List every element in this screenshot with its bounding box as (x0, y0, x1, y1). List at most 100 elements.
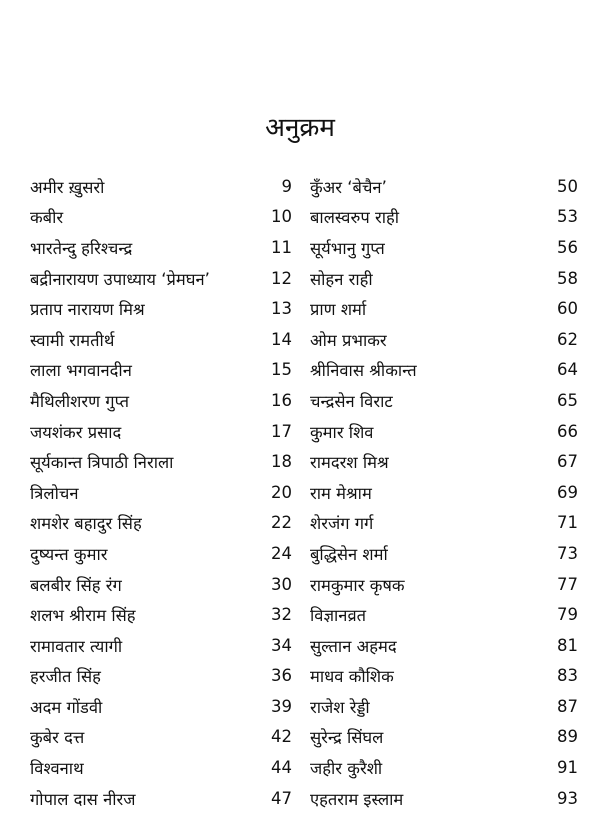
entry-page-number: 10 (271, 207, 292, 227)
toc-entry: सूर्यभानु गुप्त 56 (310, 232, 578, 263)
toc-entry: जयशंकर प्रसाद 17 (30, 416, 292, 447)
entry-page-number: 73 (557, 543, 578, 563)
entry-name: कुबेर दत्त (30, 728, 85, 748)
entry-name: प्रताप नारायण मिश्र (30, 300, 145, 320)
entry-page-number: 32 (271, 605, 292, 625)
toc-entry: रामकुमार कृषक 77 (310, 569, 578, 600)
toc-entry: शलभ श्रीराम सिंह 32 (30, 599, 292, 630)
entry-name: सुल्तान अहमद (310, 636, 397, 656)
toc-entry: मैथिलीशरण गुप्त 16 (30, 385, 292, 416)
entry-name: शमशेर बहादुर सिंह (30, 514, 142, 534)
toc-entry: बालस्वरुप राही 53 (310, 202, 578, 233)
toc-right-column: कुँअर ‘बेचैन’ 50 बालस्वरुप राही 53 सूर्यभानु… (310, 171, 578, 813)
entry-name: विश्वनाथ (30, 759, 84, 779)
toc-entry: विश्वनाथ 44 (30, 752, 292, 783)
toc-left-column: अमीर ख़ुसरो 9 कबीर 10 भारतेन्दु हरिश्चन्द्र 1… (30, 171, 292, 813)
entry-page-number: 11 (271, 237, 292, 257)
entry-page-number: 89 (557, 727, 578, 747)
toc-entry: कुँअर ‘बेचैन’ 50 (310, 171, 578, 202)
entry-page-number: 87 (557, 696, 578, 716)
entry-page-number: 50 (557, 176, 578, 196)
toc-entry: चन्द्रसेन विराट 65 (310, 385, 578, 416)
entry-name: अमीर ख़ुसरो (30, 177, 105, 197)
entry-page-number: 56 (557, 237, 578, 257)
entry-name: स्वामी रामतीर्थ (30, 330, 115, 350)
entry-name: जयशंकर प्रसाद (30, 422, 122, 442)
entry-name: सुरेन्द्र सिंघल (310, 728, 384, 748)
entry-name: चन्द्रसेन विराट (310, 391, 393, 411)
entry-page-number: 12 (271, 268, 292, 288)
entry-name: राजेश रेड्डी (310, 697, 370, 717)
toc-entry: विज्ञानव्रत 79 (310, 599, 578, 630)
entry-page-number: 79 (557, 605, 578, 625)
entry-name: दुष्यन्त कुमार (30, 544, 108, 564)
entry-name: गोपाल दास नीरज (30, 789, 136, 809)
entry-page-number: 14 (271, 329, 292, 349)
toc-entry: शमशेर बहादुर सिंह 22 (30, 508, 292, 539)
toc-entry: कबीर 10 (30, 202, 292, 233)
entry-page-number: 16 (271, 390, 292, 410)
toc-entry: त्रिलोचन 20 (30, 477, 292, 508)
toc-entry: माधव कौशिक 83 (310, 661, 578, 692)
toc-entry: कुबेर दत्त 42 (30, 722, 292, 753)
entry-page-number: 67 (557, 452, 578, 472)
entry-page-number: 53 (557, 207, 578, 227)
toc-entry: अदम गोंडवी 39 (30, 691, 292, 722)
toc-entry: गोपाल दास नीरज 47 (30, 783, 292, 814)
entry-name: बुद्धिसेन शर्मा (310, 544, 388, 564)
entry-page-number: 44 (271, 758, 292, 778)
entry-page-number: 62 (557, 329, 578, 349)
toc-entry: बलबीर सिंह रंग 30 (30, 569, 292, 600)
entry-name: माधव कौशिक (310, 667, 394, 687)
entry-name: हरजीत सिंह (30, 667, 101, 687)
entry-name: जहीर कुरैशी (310, 759, 383, 779)
toc-entry: कुमार शिव 66 (310, 416, 578, 447)
entry-name: बलबीर सिंह रंग (30, 575, 122, 595)
entry-name: मैथिलीशरण गुप्त (30, 391, 130, 411)
entry-page-number: 15 (271, 360, 292, 380)
entry-page-number: 30 (271, 574, 292, 594)
entry-name: शेरजंग गर्ग (310, 514, 374, 534)
toc-entry: राजेश रेड्डी 87 (310, 691, 578, 722)
entry-page-number: 17 (271, 421, 292, 441)
entry-page-number: 36 (271, 666, 292, 686)
entry-page-number: 65 (557, 390, 578, 410)
entry-page-number: 66 (557, 421, 578, 441)
toc-entry: अमीर ख़ुसरो 9 (30, 171, 292, 202)
entry-page-number: 24 (271, 543, 292, 563)
entry-page-number: 9 (281, 176, 293, 196)
entry-name: प्राण शर्मा (310, 300, 367, 320)
toc-entry: श्रीनिवास श्रीकान्त 64 (310, 355, 578, 386)
toc-entry: जहीर कुरैशी 91 (310, 752, 578, 783)
entry-page-number: 60 (557, 299, 578, 319)
entry-name: कुमार शिव (310, 422, 374, 442)
entry-name: ओम प्रभाकर (310, 330, 387, 350)
entry-name: राम मेश्राम (310, 483, 372, 503)
toc-entry: बद्रीनारायण उपाध्याय ‘प्रेमघन’ 12 (30, 263, 292, 294)
toc-entry: हरजीत सिंह 36 (30, 661, 292, 692)
entry-page-number: 34 (271, 635, 292, 655)
entry-name: अदम गोंडवी (30, 697, 103, 717)
toc-entry: लाला भगवानदीन 15 (30, 355, 292, 386)
entry-page-number: 18 (271, 452, 292, 472)
toc-entry: ओम प्रभाकर 62 (310, 324, 578, 355)
toc-entry: स्वामी रामतीर्थ 14 (30, 324, 292, 355)
entry-page-number: 13 (271, 299, 292, 319)
entry-name: सोहन राही (310, 269, 373, 289)
entry-name: बालस्वरुप राही (310, 208, 400, 228)
entry-page-number: 42 (271, 727, 292, 747)
entry-name: कुँअर ‘बेचैन’ (310, 177, 387, 197)
entry-name: भारतेन्दु हरिश्चन्द्र (30, 238, 133, 258)
entry-page-number: 71 (557, 513, 578, 533)
entry-page-number: 69 (557, 482, 578, 502)
entry-name: लाला भगवानदीन (30, 361, 132, 381)
entry-name: श्रीनिवास श्रीकान्त (310, 361, 417, 381)
toc-entry: एहतराम इस्लाम 93 (310, 783, 578, 814)
entry-name: त्रिलोचन (30, 483, 79, 503)
toc-entry: दुष्यन्त कुमार 24 (30, 538, 292, 569)
entry-page-number: 47 (271, 788, 292, 808)
entry-name: सूर्यभानु गुप्त (310, 238, 385, 258)
entry-page-number: 22 (271, 513, 292, 533)
toc-entry: प्रताप नारायण मिश्र 13 (30, 293, 292, 324)
toc-entry: राम मेश्राम 69 (310, 477, 578, 508)
